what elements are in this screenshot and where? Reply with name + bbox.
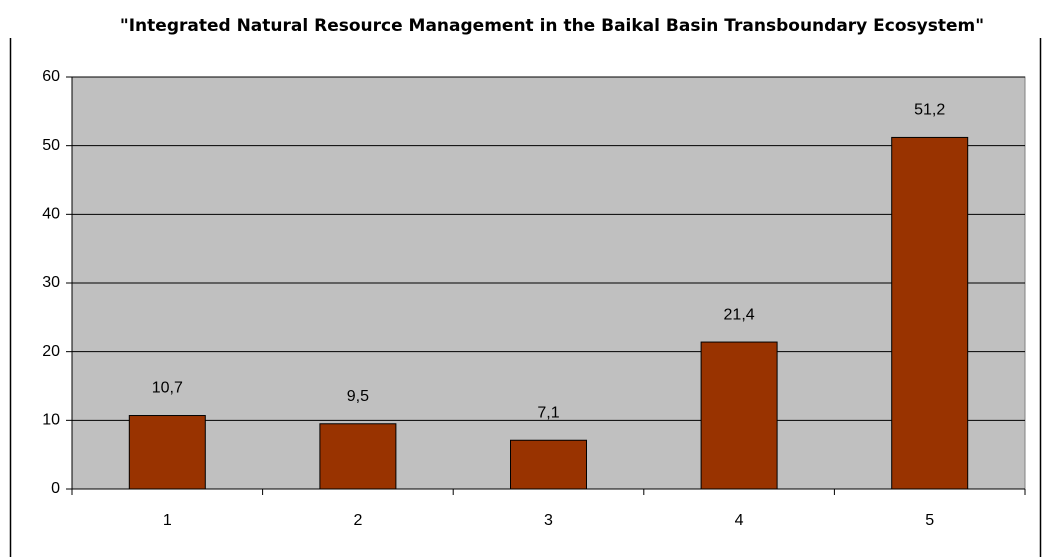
- value-label: 10,7: [152, 380, 183, 397]
- y-tick-label: 50: [42, 137, 60, 154]
- y-tick-label: 10: [42, 412, 60, 429]
- x-tick-label: 5: [925, 512, 934, 529]
- y-tick-label: 40: [42, 206, 60, 223]
- bar: [128, 415, 206, 490]
- x-tick-label: 4: [735, 512, 744, 529]
- bar: [319, 423, 397, 490]
- value-label: 51,2: [914, 102, 945, 119]
- y-tick-label: 20: [42, 343, 60, 360]
- bar: [700, 341, 778, 490]
- chart-title: "Integrated Natural Resource Management …: [120, 16, 984, 36]
- y-tick-label: 0: [51, 480, 60, 497]
- value-label: 7,1: [537, 404, 559, 421]
- value-label: 21,4: [724, 306, 755, 323]
- x-tick-label: 2: [353, 512, 362, 529]
- y-tick-label: 30: [42, 274, 60, 291]
- value-label: 9,5: [347, 388, 369, 405]
- bar: [891, 136, 969, 490]
- x-tick-label: 3: [544, 512, 553, 529]
- x-tick-label: 1: [163, 512, 172, 529]
- bar: [510, 439, 587, 490]
- y-tick-label: 60: [42, 68, 60, 85]
